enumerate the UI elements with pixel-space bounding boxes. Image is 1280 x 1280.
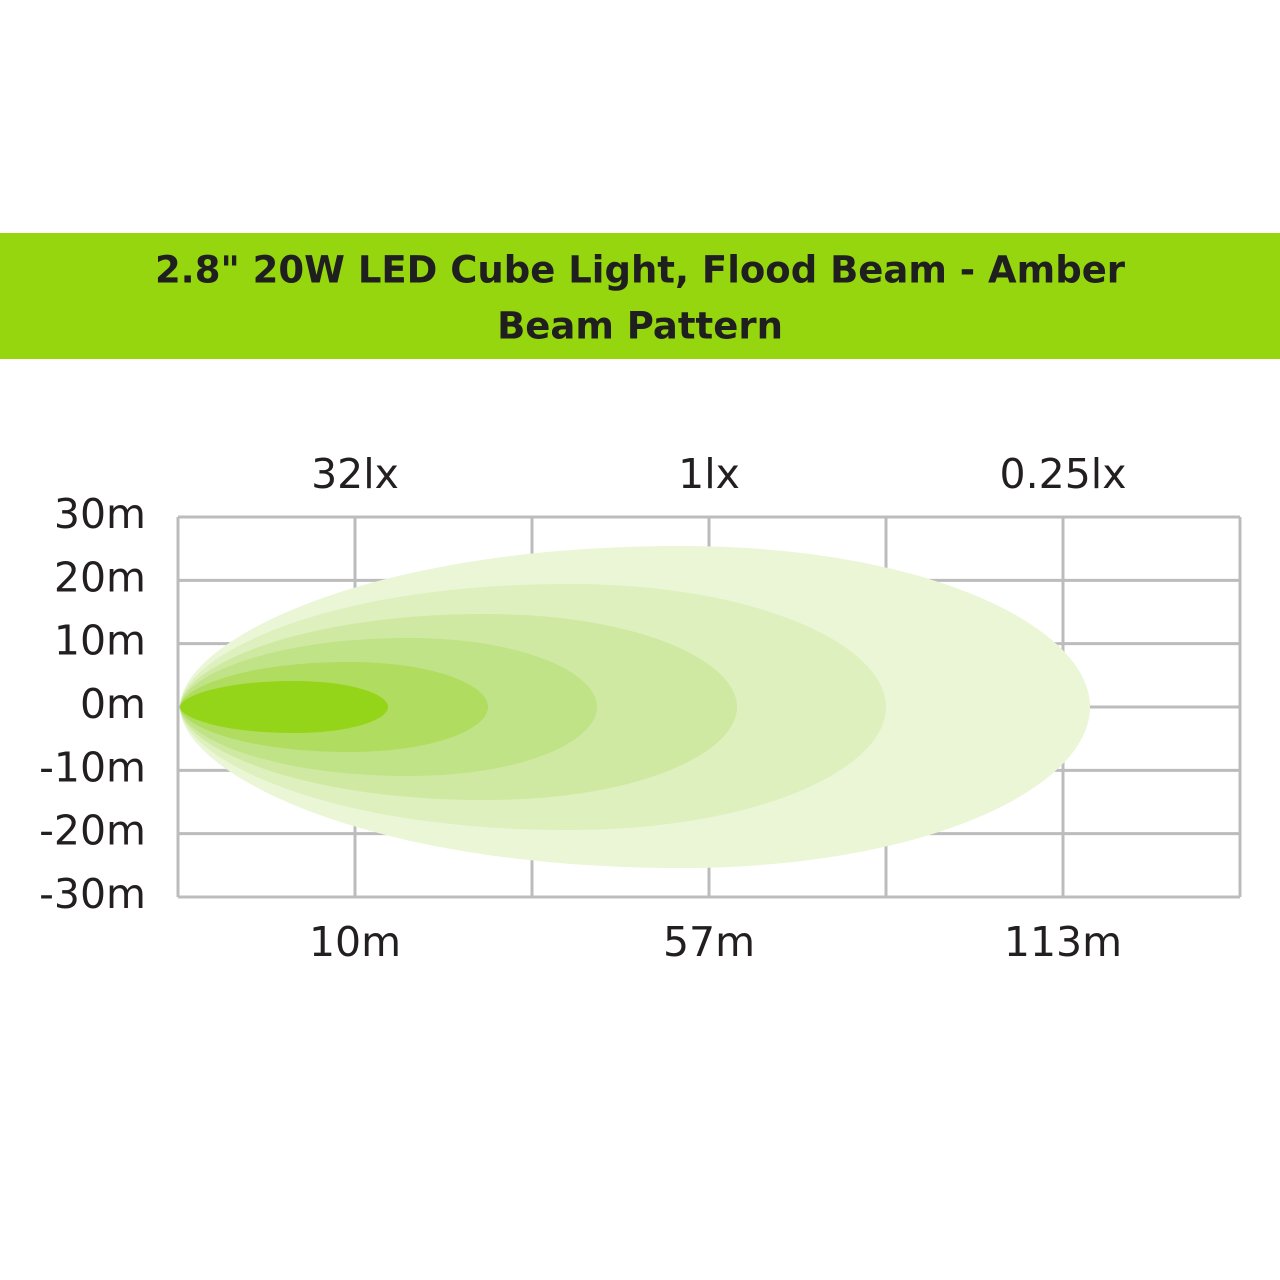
beam-pattern [180, 546, 1090, 868]
top-label: 32lx [311, 450, 399, 498]
bottom-label: 57m [663, 918, 755, 966]
top-label: 1lx [678, 450, 740, 498]
bottom-label: 113m [1004, 918, 1122, 966]
labels: 30m 20m 10m 0m -10m -20m -30m 32lx 1lx 0.25lx 10m 5… [39, 450, 1126, 966]
title-line: Beam Pattern [497, 305, 783, 348]
title-line: 2.8" 20W LED Cube Light, Flood Beam - Am… [155, 249, 1126, 292]
y-label: 30m [54, 490, 146, 538]
y-label: -30m [39, 870, 146, 918]
y-label: -20m [39, 807, 146, 855]
title-band [0, 233, 1280, 359]
bottom-label: 10m [309, 918, 401, 966]
y-label: -10m [39, 743, 146, 791]
y-label: 0m [80, 680, 146, 728]
beam-zone [180, 681, 388, 733]
y-label: 20m [54, 553, 146, 601]
y-label: 10m [54, 617, 146, 665]
top-label: 0.25lx [1000, 450, 1127, 498]
